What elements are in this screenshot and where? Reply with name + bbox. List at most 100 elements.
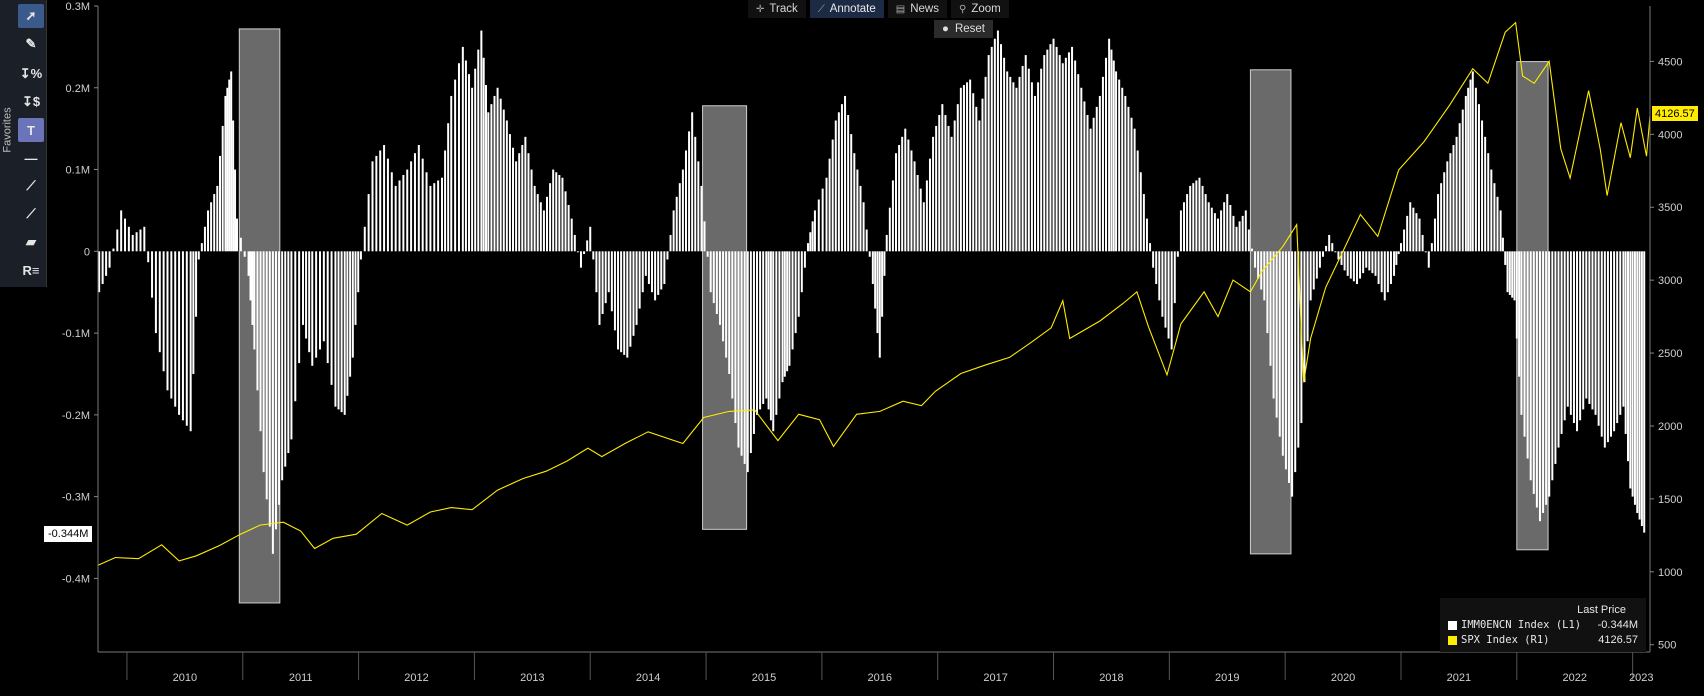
trend-line-icon[interactable]: ⟋ <box>26 178 36 193</box>
x-tick-label: 2018 <box>1099 672 1123 684</box>
text-tool-icon[interactable]: T <box>18 118 44 142</box>
imm-bar <box>256 251 259 391</box>
legend-row-spx[interactable]: SPX Index (R1) 4126.57 <box>1448 633 1638 647</box>
imm-bar <box>1346 251 1349 276</box>
imm-bar <box>474 68 477 252</box>
imm-bar <box>1557 251 1560 448</box>
r-tool-icon[interactable]: R≡ <box>22 262 40 278</box>
imm-bar <box>349 251 352 377</box>
imm-bar <box>1173 251 1176 304</box>
imm-bar <box>421 158 424 252</box>
imm-bar <box>1455 136 1458 252</box>
imm-bar <box>629 251 632 347</box>
imm-bar <box>862 202 865 252</box>
pencil-draw-icon[interactable]: ✎ <box>25 36 37 51</box>
imm-bar <box>1437 194 1440 252</box>
imm-bar <box>1003 57 1006 252</box>
imm-bar <box>390 172 393 252</box>
imm-bar <box>1027 68 1030 252</box>
imm-bar <box>1055 46 1058 252</box>
imm-bar <box>482 57 485 252</box>
imm-bar <box>539 202 542 252</box>
imm-bar <box>334 251 337 407</box>
imm-bar <box>1582 251 1585 410</box>
zoom-button[interactable]: ⚲ Zoom <box>950 0 1009 18</box>
news-button[interactable]: ▤ News <box>887 0 947 18</box>
imm-bar <box>1504 251 1507 265</box>
left-tick-label: -0.3M <box>62 492 90 504</box>
imm-bar <box>1424 251 1427 253</box>
imm-bar <box>108 251 111 268</box>
imm-bar <box>767 251 770 410</box>
legend-row-imm[interactable]: IMM0ENCN Index (L1) -0.344M <box>1448 618 1638 632</box>
imm-bar <box>865 229 868 252</box>
imm-bar <box>302 251 305 325</box>
annotate-button[interactable]: ⟋ Annotate <box>809 0 884 18</box>
imm-bar <box>1371 251 1374 274</box>
imm-bar <box>1213 213 1216 252</box>
imm-bar <box>1430 243 1433 252</box>
ray-line-icon[interactable]: ⟋ <box>26 206 36 221</box>
imm-bar <box>1186 194 1189 252</box>
imm-bar <box>718 251 721 325</box>
imm-bar <box>752 251 755 434</box>
favorites-tab[interactable]: Favorites <box>0 60 16 200</box>
imm-bar <box>1067 52 1070 252</box>
imm-bar <box>1207 202 1210 252</box>
imm-bar <box>910 150 913 252</box>
imm-bar <box>576 251 579 253</box>
imm-bar <box>262 251 265 473</box>
imm-bar <box>570 218 573 252</box>
imm-bar <box>775 251 778 415</box>
imm-bar <box>731 251 734 399</box>
imm-bar <box>287 251 290 454</box>
imm-bar <box>487 112 490 252</box>
imm-bar <box>147 251 150 263</box>
imm-bar <box>1572 251 1575 424</box>
x-tick-label: 2022 <box>1562 672 1586 684</box>
dollar-tool-icon[interactable]: ↧$ <box>21 94 41 109</box>
imm-bar <box>1133 128 1136 252</box>
imm-bar <box>1328 234 1331 252</box>
imm-bar <box>654 251 657 301</box>
reset-button[interactable]: ● Reset <box>934 20 993 38</box>
imm-bar <box>932 136 935 252</box>
x-tick-label: 2010 <box>173 672 197 684</box>
track-button[interactable]: ✛ Track <box>748 0 806 18</box>
imm-bar <box>598 251 601 325</box>
channel-tool-icon[interactable]: ▰ <box>26 234 36 249</box>
imm-bar <box>895 153 898 252</box>
cursor-arrow-icon[interactable]: ➚ <box>18 4 44 28</box>
imm-bar <box>1352 251 1355 282</box>
imm-bar <box>192 251 195 374</box>
imm-bar <box>203 226 206 252</box>
imm-bar <box>1021 65 1024 252</box>
imm-bar <box>876 251 879 334</box>
imm-bar <box>162 251 165 372</box>
shaded-periods <box>238 28 1549 604</box>
imm-bar <box>1368 251 1371 271</box>
horizontal-line-icon[interactable]: — <box>24 150 38 166</box>
imm-bar <box>1052 38 1055 252</box>
imm-bar <box>1643 251 1646 533</box>
imm-bar <box>913 161 916 252</box>
imm-bar <box>1105 57 1108 252</box>
imm-bar <box>1278 251 1281 437</box>
imm-bar <box>907 139 910 252</box>
imm-bar <box>154 251 157 334</box>
imm-bar <box>1046 49 1049 252</box>
percent-tool-icon[interactable]: ↧% <box>19 66 43 81</box>
imm-bar <box>1624 251 1627 434</box>
imm-bar <box>1511 251 1514 298</box>
right-tick-label: 2000 <box>1658 421 1682 433</box>
imm-bar <box>1095 106 1098 252</box>
imm-bar <box>224 95 227 252</box>
imm-bar <box>925 180 928 252</box>
imm-bar <box>1263 251 1266 301</box>
imm-bar <box>564 191 567 252</box>
imm-bar <box>253 251 256 350</box>
imm-bar <box>765 251 768 399</box>
imm-bar <box>274 251 277 530</box>
imm-bar <box>825 177 828 252</box>
